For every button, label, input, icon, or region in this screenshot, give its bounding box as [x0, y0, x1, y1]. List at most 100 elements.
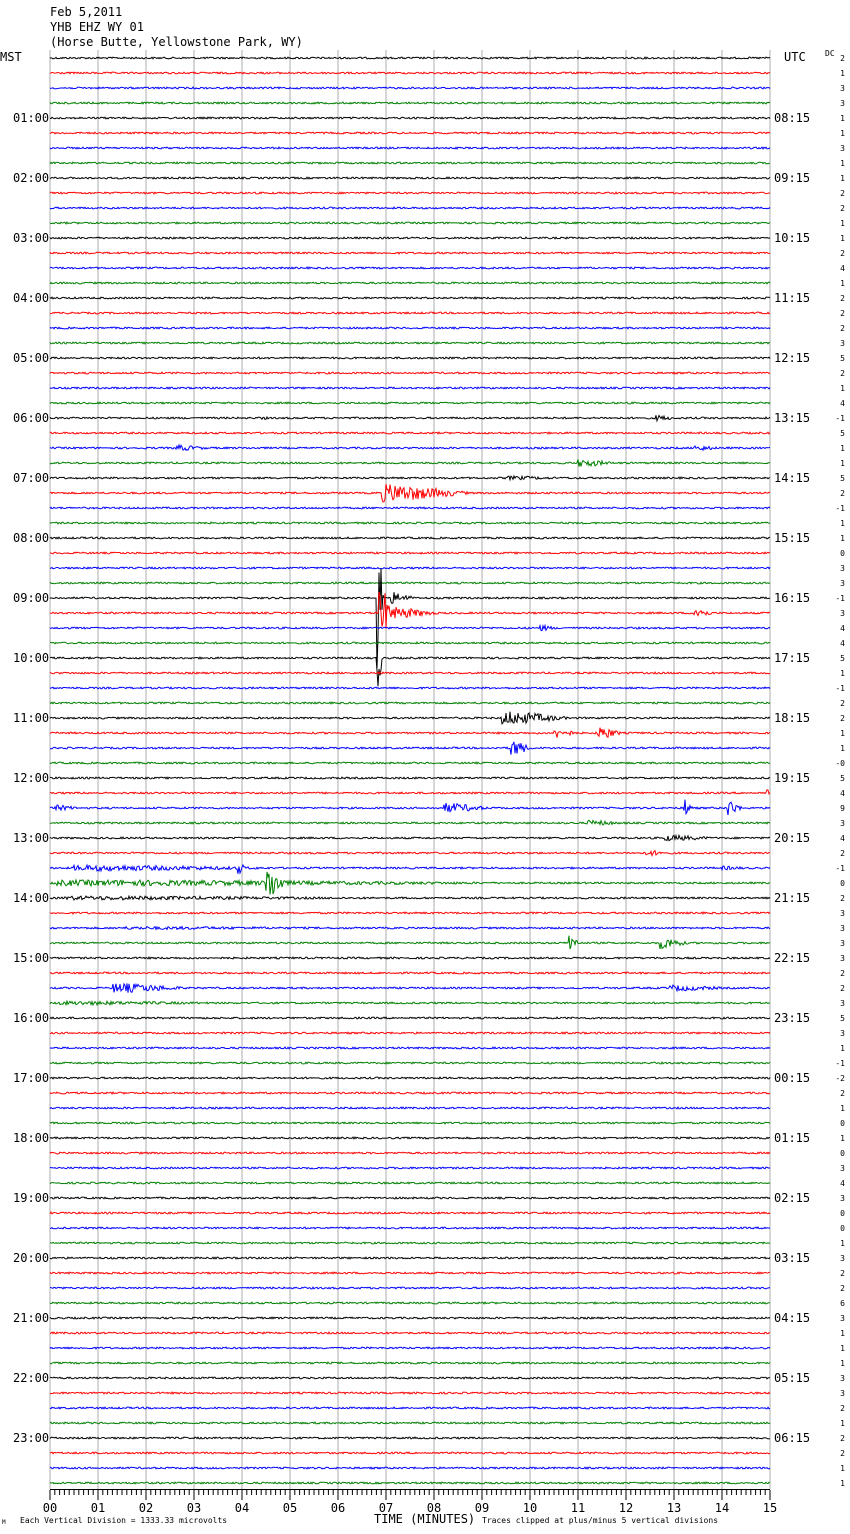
utc-hour-label: 12:15 [774, 351, 810, 365]
dc-offset-label: 6 [840, 1299, 845, 1308]
trace-row-28 [49, 474, 771, 482]
dc-offset-label: 3 [840, 564, 845, 573]
dc-offset-label: 3 [840, 819, 845, 828]
trace-row-24 [49, 414, 771, 423]
dc-offset-label: 5 [840, 474, 845, 483]
dc-offset-label: 1 [840, 1104, 845, 1113]
dc-offset-label: 2 [840, 249, 845, 258]
dc-offset-label: 4 [840, 789, 845, 798]
x-tick-label: 13 [667, 1501, 681, 1515]
trace-row-57 [49, 911, 771, 915]
trace-row-23 [49, 401, 771, 405]
x-tick-label: 01 [91, 1501, 105, 1515]
dc-offset-label: 3 [840, 1374, 845, 1383]
trace-row-71 [49, 1121, 771, 1125]
trace-row-65 [49, 1031, 771, 1035]
dc-offset-label: -1 [835, 594, 845, 603]
mst-hour-label: 22:00 [13, 1371, 49, 1385]
trace-row-15 [49, 281, 771, 285]
utc-hour-label: 14:15 [774, 471, 810, 485]
dc-offset-label: 5 [840, 354, 845, 363]
trace-row-87 [49, 1361, 771, 1365]
dc-offset-label: 4 [840, 834, 845, 843]
mst-hour-label: 08:00 [13, 531, 49, 545]
trace-row-55 [49, 871, 771, 895]
dc-offset-label: 1 [840, 459, 845, 468]
minute-gridlines [49, 50, 771, 1489]
trace-row-54 [49, 863, 771, 875]
trace-row-17 [49, 311, 771, 315]
trace-row-93 [49, 1451, 771, 1455]
dc-offset-label: 4 [840, 399, 845, 408]
dc-offset-label: 4 [840, 264, 845, 273]
utc-hour-label: 22:15 [774, 951, 810, 965]
trace-row-12 [49, 236, 771, 240]
trace-row-60 [49, 956, 771, 960]
header-date: Feb 5,2011 [50, 5, 122, 19]
trace-row-11 [49, 221, 771, 225]
trace-row-25 [49, 431, 771, 435]
dc-offset-label: 3 [840, 939, 845, 948]
x-tick-label: 11 [571, 1501, 585, 1515]
dc-offset-label: 2 [840, 1284, 845, 1293]
dc-offset-label: 2 [840, 369, 845, 378]
trace-row-94 [49, 1466, 771, 1470]
dc-offset-label: -0 [835, 759, 845, 768]
trace-row-77 [49, 1211, 771, 1215]
utc-hour-label: 21:15 [774, 891, 810, 905]
dc-offset-label: 0 [840, 1119, 845, 1128]
trace-row-30 [49, 506, 771, 510]
trace-row-0 [49, 56, 771, 60]
trace-row-47 [49, 761, 771, 765]
dc-offset-label: 5 [840, 654, 845, 663]
utc-hour-label: 13:15 [774, 411, 810, 425]
dc-offset-label: -2 [835, 1074, 845, 1083]
dc-offset-label: 3 [840, 954, 845, 963]
x-tick-label: 02 [139, 1501, 153, 1515]
trace-row-20 [49, 356, 771, 360]
trace-row-82 [49, 1286, 771, 1290]
trace-row-32 [49, 536, 771, 540]
dc-offset-label: 4 [840, 1179, 845, 1188]
trace-row-52 [49, 833, 771, 842]
x-tick-label: 09 [475, 1501, 489, 1515]
trace-row-68 [49, 1076, 771, 1080]
header-location: (Horse Butte, Yellowstone Park, WY) [50, 35, 303, 49]
x-tick-label: 12 [619, 1501, 633, 1515]
trace-row-4 [49, 116, 771, 120]
dc-offset-label: 3 [840, 84, 845, 93]
trace-row-58 [49, 925, 771, 931]
utc-hour-label: 04:15 [774, 1311, 810, 1325]
utc-hour-label: 06:15 [774, 1431, 810, 1445]
header-station: YHB EHZ WY 01 [50, 20, 144, 34]
utc-hour-label: 20:15 [774, 831, 810, 845]
footer-left-note: Each Vertical Division = 1333.33 microvo… [20, 1516, 227, 1525]
trace-row-9 [49, 191, 771, 195]
dc-offset-label: 3 [840, 909, 845, 918]
trace-row-85 [49, 1331, 771, 1335]
dc-offset-label: 2 [840, 969, 845, 978]
mst-hour-label: 01:00 [13, 111, 49, 125]
trace-row-42 [49, 686, 771, 690]
trace-row-46 [49, 741, 771, 755]
mst-hour-label: 02:00 [13, 171, 49, 185]
trace-row-76 [49, 1196, 771, 1200]
trace-row-95 [49, 1481, 771, 1485]
trace-row-35 [49, 581, 771, 585]
x-tick-label: 04 [235, 1501, 249, 1515]
trace-row-61 [49, 971, 771, 975]
trace-row-7 [49, 161, 771, 165]
trace-row-39 [49, 641, 771, 645]
dc-offset-label: 2 [840, 204, 845, 213]
trace-row-27 [49, 459, 771, 468]
dc-offset-label: 3 [840, 1389, 845, 1398]
dc-offset-label: 1 [840, 1044, 845, 1053]
trace-row-78 [50, 1226, 771, 1230]
dc-offset-label: 4 [840, 639, 845, 648]
dc-offset-label: 3 [840, 99, 845, 108]
trace-row-29 [49, 483, 771, 503]
trace-row-41 [49, 671, 771, 675]
dc-offset-label: 1 [840, 159, 845, 168]
x-tick-label: 15 [763, 1501, 777, 1515]
dc-offset-label: 2 [840, 489, 845, 498]
